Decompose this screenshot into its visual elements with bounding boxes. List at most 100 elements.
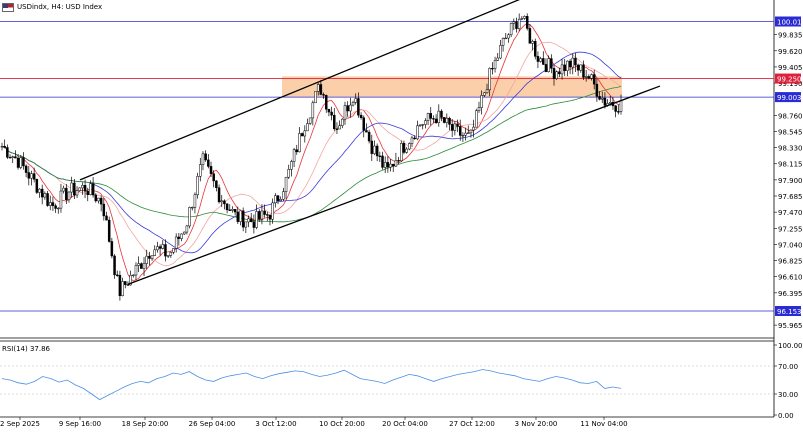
candle-body	[448, 117, 451, 125]
candle-body	[381, 155, 384, 168]
price-tick-10: 97.470	[778, 209, 803, 217]
candle-body	[196, 176, 199, 195]
candle-body	[282, 191, 285, 200]
time-tick-3: 26 Sep 04:00	[189, 420, 236, 428]
candle-body	[383, 162, 387, 168]
candle-body	[485, 89, 489, 94]
candle-body	[118, 275, 122, 296]
candle-body	[140, 263, 143, 269]
rsi-tick-0: 100.00	[778, 342, 803, 350]
candle-body	[233, 209, 237, 213]
candle-body	[311, 102, 315, 119]
candle-body	[445, 117, 449, 123]
candle-body	[199, 164, 202, 177]
level-label-bg-1	[775, 73, 801, 84]
candle-body	[517, 18, 521, 29]
candle-body	[6, 147, 9, 158]
candle-body	[91, 183, 95, 196]
candle-body	[512, 21, 516, 24]
candle-body	[467, 132, 470, 134]
candle-body	[330, 111, 333, 116]
candle-body	[38, 188, 41, 193]
time-axis: 2 Sep 2025 9 Sep 16:00 18 Sep 20:00 26 Sep …	[0, 417, 628, 428]
candle-body	[550, 58, 553, 69]
level-label-0: 100.010	[777, 19, 803, 27]
candle-body	[346, 105, 349, 112]
candle-body	[83, 185, 87, 192]
candle-body	[124, 281, 127, 285]
level-label-3: 96.153	[777, 308, 802, 316]
candle-body	[595, 83, 599, 97]
candle-body	[8, 157, 12, 159]
price-tick-12: 97.040	[778, 241, 803, 249]
candle-body	[568, 60, 572, 68]
candle-body	[223, 200, 226, 205]
candle-body	[48, 202, 52, 206]
candle-body	[592, 74, 596, 85]
candle-body	[30, 173, 33, 179]
rsi-tick-1: 70.00	[778, 363, 798, 371]
candle-body	[150, 255, 154, 259]
candle-body	[488, 67, 491, 91]
level-label-2: 99.003	[777, 94, 802, 102]
candle-body	[252, 221, 256, 228]
candle-body	[483, 92, 486, 96]
price-tick-15: 96.395	[778, 290, 803, 298]
candle-body	[73, 182, 76, 196]
candle-body	[193, 194, 197, 208]
candle-body	[410, 137, 414, 144]
price-tick-1: 99.620	[778, 48, 803, 56]
candle-body	[544, 64, 548, 72]
candle-body	[97, 197, 100, 202]
rsi-tick-3: 0.00	[778, 412, 794, 420]
candle-body	[217, 187, 221, 203]
candle-body	[327, 108, 331, 113]
candle-body	[220, 200, 223, 203]
candle-body	[62, 187, 65, 192]
rsi-line	[1, 369, 622, 401]
candle-body	[464, 132, 467, 136]
horizontal-levels[interactable]	[0, 21, 774, 312]
candle-body	[16, 157, 20, 168]
candle-body	[274, 195, 277, 204]
candle-body	[324, 95, 328, 110]
candle-body	[249, 218, 253, 222]
candle-body	[228, 209, 232, 211]
rsi-label: RSI(14) 37.86	[2, 345, 51, 353]
candle-body	[113, 255, 116, 276]
candle-body	[362, 117, 366, 131]
candle-body	[475, 110, 478, 128]
level-label-bg-2	[775, 92, 801, 103]
candle-body	[81, 185, 84, 189]
candle-body	[370, 140, 374, 154]
candle-body	[552, 68, 556, 79]
time-tick-4: 3 Oct 12:00	[255, 420, 296, 428]
candle-body	[43, 193, 47, 198]
candle-body	[440, 110, 443, 118]
candle-body	[456, 123, 459, 127]
candle-body	[78, 187, 81, 191]
moving-averages	[1, 23, 622, 282]
candle-body	[555, 71, 558, 79]
candle-body	[394, 160, 398, 167]
candle-body	[426, 113, 430, 121]
candle-body	[367, 131, 371, 142]
candle-body	[204, 153, 207, 161]
candle-body	[306, 123, 309, 132]
candle-body	[528, 28, 532, 44]
candle-body	[397, 160, 400, 162]
price-tick-3: 99.190	[778, 80, 803, 88]
candle-body	[129, 275, 132, 286]
candle-body	[378, 155, 382, 157]
candle-body	[225, 203, 229, 211]
candle-body	[298, 133, 301, 153]
trend-channel[interactable]	[79, 0, 661, 285]
candle-body	[496, 57, 499, 61]
candle-body	[182, 231, 186, 235]
candle-body	[590, 74, 593, 79]
price-tick-7: 98.115	[778, 161, 803, 169]
candle-body	[284, 176, 288, 192]
candle-body	[241, 210, 245, 228]
